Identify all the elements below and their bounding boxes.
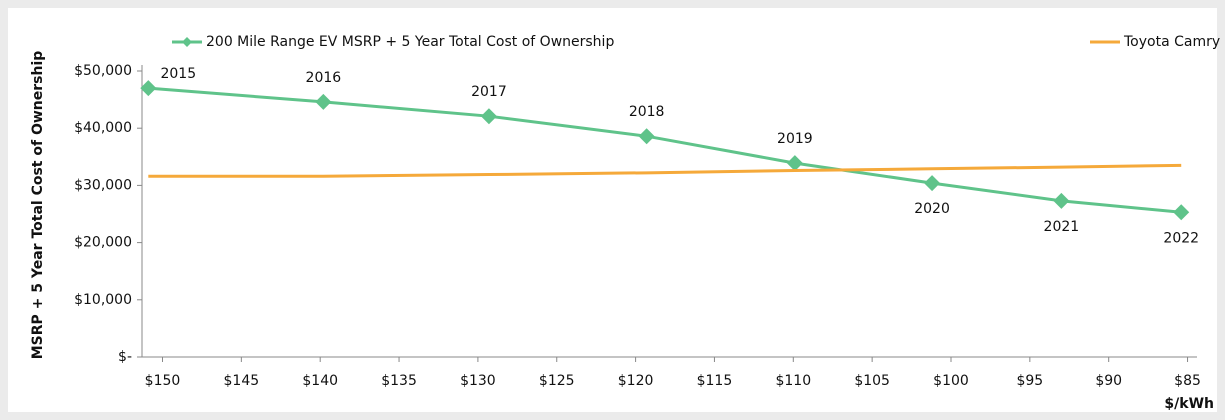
x-axis-title: $/kWh <box>1164 396 1214 412</box>
point-label: 2016 <box>306 70 342 86</box>
y-tick-label: $20,000 <box>74 235 132 251</box>
point-marker <box>786 155 803 172</box>
x-tick-label: $130 <box>460 373 496 389</box>
point-label: 2020 <box>914 201 950 217</box>
series-line <box>148 86 1182 214</box>
y-axis-title: MSRP + 5 Year Total Cost of Ownership <box>30 51 46 360</box>
x-tick-label: $145 <box>224 373 260 389</box>
point-marker <box>1053 192 1070 209</box>
x-tick-label: $125 <box>539 373 575 389</box>
x-tick-label: $120 <box>618 373 654 389</box>
point-label: 2019 <box>777 131 813 147</box>
chart-background <box>8 8 1217 412</box>
y-tick-label: $40,000 <box>74 120 132 136</box>
x-tick-label: $115 <box>697 373 733 389</box>
point-label: 2021 <box>1044 219 1080 235</box>
point-label: 2022 <box>1163 230 1199 246</box>
point-marker <box>315 93 332 110</box>
point-marker <box>140 80 157 97</box>
x-tick-label: $105 <box>854 373 890 389</box>
point-marker <box>924 175 941 192</box>
series-line <box>148 163 1182 178</box>
x-tick-label: $95 <box>1016 373 1043 389</box>
point-label: 2015 <box>160 66 196 82</box>
x-tick-label: $100 <box>933 373 969 389</box>
x-tick-label: $150 <box>145 373 181 389</box>
point-label: 2018 <box>629 104 665 120</box>
y-tick-label: $- <box>118 349 132 365</box>
point-label: 2017 <box>471 84 507 100</box>
x-tick-label: $135 <box>381 373 417 389</box>
x-tick-label: $110 <box>775 373 811 389</box>
x-tick-label: $85 <box>1174 373 1201 389</box>
point-marker <box>638 128 655 145</box>
point-marker <box>1173 204 1190 221</box>
y-tick-label: $50,000 <box>74 63 132 79</box>
y-tick-label: $30,000 <box>74 177 132 193</box>
point-marker <box>480 108 497 125</box>
legend-marker <box>182 37 192 47</box>
x-tick-label: $90 <box>1095 373 1122 389</box>
y-tick-label: $10,000 <box>74 292 132 308</box>
legend-label: 200 Mile Range EV MSRP + 5 Year Total Co… <box>206 34 614 50</box>
legend-label: Toyota Camry MSRP + 5 Year Total Cost of… <box>1123 34 1225 50</box>
x-tick-label: $140 <box>302 373 338 389</box>
